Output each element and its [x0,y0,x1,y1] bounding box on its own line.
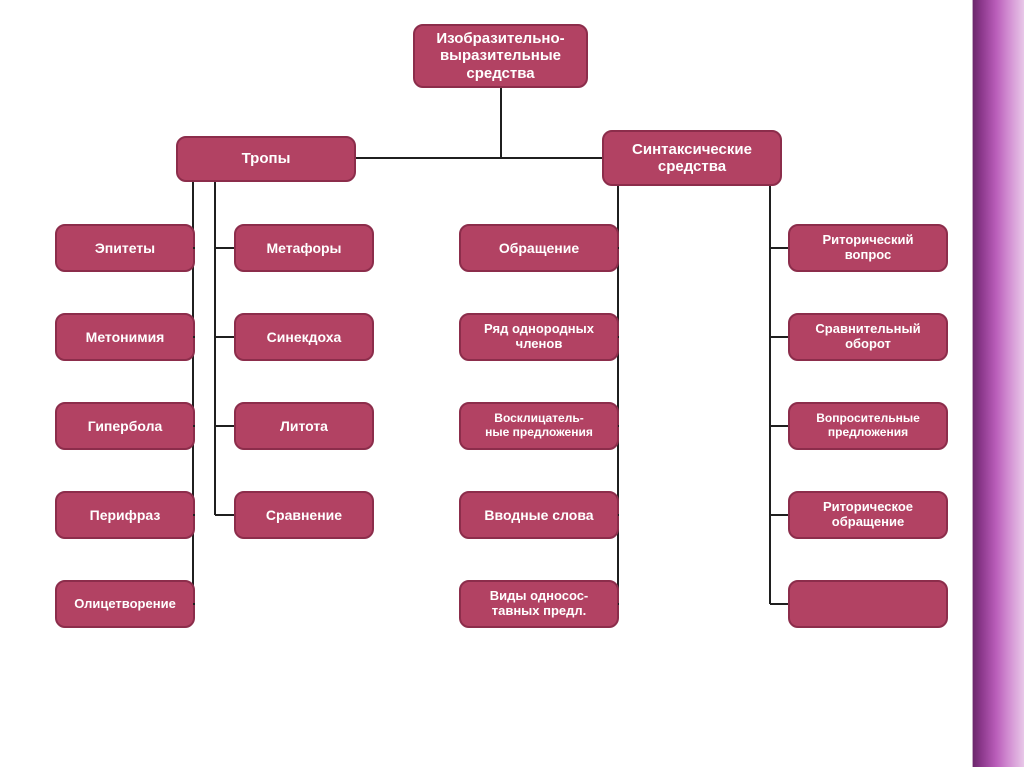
connector [770,247,788,249]
connector [770,514,788,516]
leaf-syntax-0-2: Восклицатель- ные предложения [459,402,619,450]
connector [770,603,788,605]
leaf-tropes-0-1: Метонимия [55,313,195,361]
branch-tropes: Тропы [176,136,356,182]
connector [193,336,195,338]
connector [618,514,619,516]
connector [193,247,195,249]
leaf-syntax-1-3: Риторическое обращение [788,491,948,539]
connector [618,425,619,427]
connector [193,514,195,516]
connector [193,425,195,427]
root-node: Изобразительно- выразительные средства [413,24,588,88]
leaf-syntax-0-1: Ряд однородных членов [459,313,619,361]
leaf-syntax-0-0: Обращение [459,224,619,272]
connector [500,88,502,158]
connector [215,247,234,249]
leaf-tropes-1-0: Метафоры [234,224,374,272]
connector [618,247,619,249]
connector [215,336,234,338]
connector [770,336,788,338]
connector [215,425,234,427]
connector [770,425,788,427]
leaf-tropes-0-3: Перифраз [55,491,195,539]
leaf-tropes-0-4: Олицетворение [55,580,195,628]
leaf-tropes-0-0: Эпитеты [55,224,195,272]
leaf-tropes-0-2: Гипербола [55,402,195,450]
leaf-syntax-1-1: Сравнительный оборот [788,313,948,361]
leaf-syntax-1-4 [788,580,948,628]
diagram-canvas: Изобразительно- выразительные средства Тр… [0,0,1024,767]
branch-syntax: Синтаксические средства [602,130,782,186]
connector [215,514,234,516]
connector [618,336,619,338]
connector [214,182,216,515]
connector [193,603,195,605]
leaf-syntax-0-3: Вводные слова [459,491,619,539]
leaf-tropes-1-3: Сравнение [234,491,374,539]
leaf-syntax-0-4: Виды односос- тавных предл. [459,580,619,628]
slide-side-accent [972,0,1024,767]
leaf-tropes-1-1: Синекдоха [234,313,374,361]
connector [618,603,619,605]
leaf-syntax-1-2: Вопросительные предложения [788,402,948,450]
leaf-tropes-1-2: Литота [234,402,374,450]
leaf-syntax-1-0: Риторический вопрос [788,224,948,272]
